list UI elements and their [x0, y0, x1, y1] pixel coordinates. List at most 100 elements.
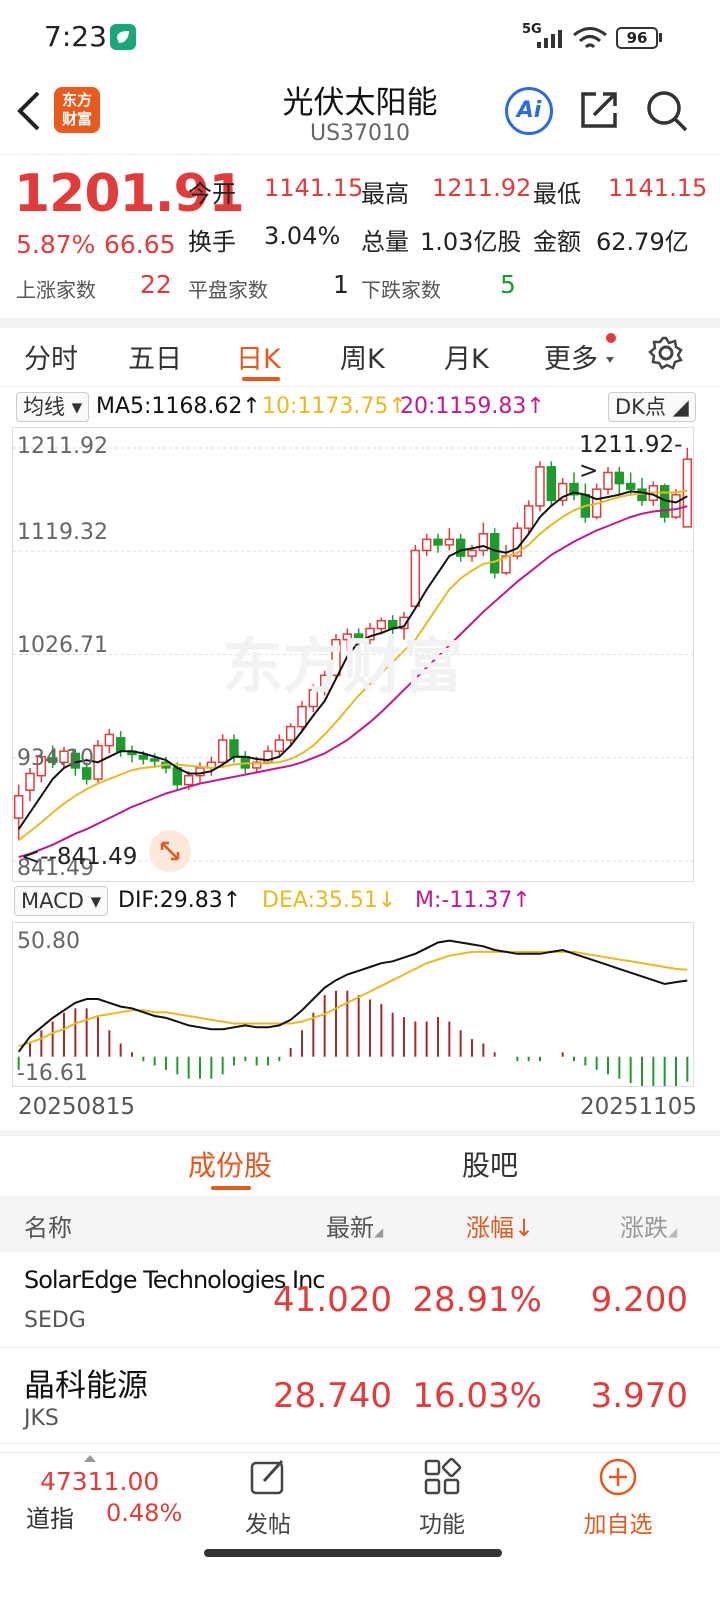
- col-name: 名称: [24, 1214, 72, 1242]
- bottom-nav: 47311.00 道指 0.48% 发帖 功能 加自选: [0, 1452, 720, 1600]
- date-start: 20250815: [18, 1094, 136, 1120]
- app-logo: 东方 财富: [54, 87, 100, 133]
- battery-tip: [659, 33, 662, 42]
- up-count-label: 上涨家数: [16, 278, 96, 302]
- candle-body: [546, 466, 557, 502]
- ma10-legend: 10:1173.75↑: [262, 394, 407, 419]
- col-change-pct[interactable]: 涨幅↓: [466, 1214, 535, 1242]
- tab-five-day[interactable]: 五日: [128, 344, 182, 375]
- candle-body: [308, 689, 319, 708]
- ai-assistant-button[interactable]: Ai: [505, 87, 553, 135]
- tab-daily-k[interactable]: 日K: [236, 344, 281, 375]
- stock-change-pct: 28.91%: [412, 1280, 542, 1320]
- quote-panel: 1201.91 5.87% 66.65 今开 1141.15 最高 1211.9…: [0, 158, 720, 318]
- ma10-line: [18, 489, 688, 842]
- battery-icon: 96: [616, 27, 658, 49]
- change-percent: 5.87%: [16, 230, 96, 259]
- plus-circle-icon: [599, 1458, 637, 1496]
- macd-selector[interactable]: MACD ▾: [14, 886, 109, 916]
- ma-selector[interactable]: 均线 ▾: [16, 392, 90, 422]
- candle-body: [25, 772, 35, 791]
- macd-chart[interactable]: 50.80 -16.61: [12, 922, 694, 1087]
- stock-last: 41.020: [273, 1280, 392, 1320]
- candle-body: [240, 755, 251, 769]
- candle-body: [421, 538, 432, 552]
- candle-body: [149, 758, 160, 762]
- max-price-marker: 1211.92->: [579, 432, 683, 484]
- symbol-code: US37010: [309, 121, 411, 146]
- tab-intraday[interactable]: 分时: [24, 344, 78, 375]
- dk-point-button[interactable]: DK点 ◢: [608, 392, 696, 422]
- page-title: 光伏太阳能: [282, 85, 438, 121]
- table-row[interactable]: SolarEdge Technologies Inc SEDG 41.020 2…: [0, 1252, 720, 1348]
- active-tab-indicator: [242, 377, 280, 381]
- tab-monthly-k[interactable]: 月K: [444, 344, 489, 375]
- index-change: 0.48%: [106, 1499, 183, 1527]
- candle-body: [569, 482, 579, 496]
- tab-constituents[interactable]: 成份股: [188, 1149, 273, 1182]
- candle-body: [535, 466, 545, 507]
- section-divider: [0, 318, 720, 328]
- tab-more[interactable]: 更多: [544, 344, 598, 375]
- stock-code: SEDG: [24, 1308, 86, 1333]
- tab-forum[interactable]: 股吧: [462, 1149, 519, 1182]
- add-watchlist-button[interactable]: 加自选: [558, 1457, 678, 1539]
- candle-body: [399, 616, 409, 630]
- candle-body: [104, 733, 115, 747]
- candle-body: [603, 471, 613, 490]
- more-caret-icon: [606, 357, 614, 363]
- settings-icon[interactable]: [648, 335, 684, 375]
- share-icon[interactable]: [578, 89, 620, 135]
- expand-ticker-icon[interactable]: [84, 1455, 96, 1462]
- amount-label: 金额: [533, 228, 581, 256]
- candle-body: [614, 471, 625, 485]
- candle-body: [455, 538, 466, 557]
- stock-change-pct: 16.03%: [412, 1376, 542, 1416]
- back-icon[interactable]: [14, 89, 44, 137]
- col-change[interactable]: 涨跌◢: [620, 1214, 678, 1242]
- candle-body: [183, 774, 194, 786]
- candle-body: [625, 482, 636, 490]
- post-button[interactable]: 发帖: [208, 1457, 328, 1539]
- tab-weekly-k[interactable]: 周K: [340, 344, 385, 375]
- app-notification-icon: [110, 24, 136, 50]
- macd-svg: [17, 939, 689, 1086]
- change-amount: 66.65: [104, 230, 176, 259]
- ma20-legend: 20:1159.83↑: [400, 394, 545, 419]
- stock-name: SolarEdge Technologies Inc: [24, 1266, 325, 1294]
- candle-body: [376, 619, 387, 630]
- candle-body: [433, 538, 443, 546]
- volume-label: 总量: [361, 228, 409, 256]
- flat-count: 1: [333, 270, 349, 299]
- stock-name: 晶科能源: [24, 1368, 148, 1404]
- col-last[interactable]: 最新◢: [326, 1214, 384, 1242]
- search-icon[interactable]: [645, 89, 689, 137]
- volume-value: 1.03亿股: [420, 228, 522, 256]
- candle-body: [319, 674, 330, 691]
- y-label-max: 1211.92: [17, 434, 108, 459]
- candle-body: [59, 750, 69, 764]
- candle-body: [47, 757, 58, 764]
- functions-button[interactable]: 功能: [382, 1457, 502, 1539]
- candle-body: [13, 795, 24, 819]
- home-indicator: [204, 1549, 502, 1557]
- candle-body: [172, 767, 183, 786]
- watermark: 东方财富: [223, 632, 463, 702]
- kline-chart[interactable]: 东方财富 1211.92 1119.32 1026.71 934.10 841.…: [12, 427, 694, 882]
- wifi-icon: [572, 26, 608, 56]
- constituents-tab-indicator: [211, 1186, 251, 1190]
- expand-chart-icon[interactable]: [149, 830, 191, 872]
- section-divider-2: [0, 1130, 720, 1136]
- open-value: 1141.15: [264, 174, 364, 202]
- macd-max-label: 50.80: [17, 929, 80, 954]
- min-price-marker: <--841.49: [21, 844, 138, 870]
- candle-body: [682, 458, 693, 528]
- table-row[interactable]: 晶科能源 JKS 28.740 16.03% 3.970: [0, 1348, 720, 1444]
- dea-legend: DEA:35.51↓: [262, 888, 397, 913]
- index-value[interactable]: 47311.00: [40, 1467, 160, 1496]
- index-name: 道指: [26, 1505, 74, 1533]
- y-label-3: 1026.71: [17, 633, 108, 658]
- candle-body: [229, 739, 239, 758]
- candle-body: [331, 638, 341, 677]
- status-bar: 7:23 5G 96: [0, 0, 720, 75]
